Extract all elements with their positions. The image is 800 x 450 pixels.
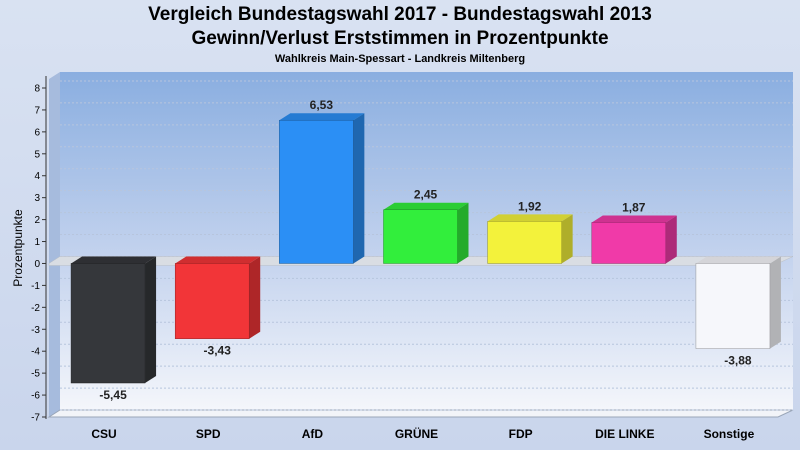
bar-top <box>175 256 261 264</box>
bar-top <box>383 202 469 210</box>
plot-floor <box>47 409 794 418</box>
bar-front <box>695 263 771 349</box>
y-tick-label: 5 <box>34 149 40 160</box>
bar-top <box>487 214 573 222</box>
bar-spd <box>174 256 261 339</box>
bar-side <box>353 113 365 264</box>
bar-top <box>279 113 365 121</box>
bar-value-label: -5,45 <box>99 388 127 402</box>
x-tick-label: GRÜNE <box>395 426 438 441</box>
bar-value-label: -3,43 <box>204 344 232 358</box>
bar-value-label: 1,92 <box>518 199 542 213</box>
bar-afd <box>279 113 365 264</box>
y-tick-label: -4 <box>31 347 40 358</box>
y-tick-label: 0 <box>34 259 40 270</box>
bar-side <box>145 256 157 384</box>
y-axis-title: Prozentpunkte <box>11 209 25 287</box>
bar-front <box>174 263 250 339</box>
x-tick-label: CSU <box>91 427 116 441</box>
bar-value-label: 1,87 <box>622 200 646 214</box>
chart-title: Vergleich Bundestagswahl 2017 - Bundesta… <box>148 4 652 25</box>
bar-front <box>591 222 667 264</box>
x-tick-label: Sonstige <box>704 427 755 441</box>
y-tick-label: 4 <box>34 171 40 182</box>
y-tick-label: 6 <box>34 127 40 138</box>
y-tick-label: 7 <box>34 105 40 116</box>
y-tick-label: 1 <box>34 237 40 248</box>
chart-region-subtitle: Wahlkreis Main-Spessart - Landkreis Milt… <box>274 53 526 65</box>
bar-front <box>383 209 458 264</box>
y-tick-label: -7 <box>31 413 40 424</box>
y-tick-label: -6 <box>31 391 40 402</box>
y-tick-label: -1 <box>31 281 40 292</box>
bar-value-label: 6,53 <box>310 98 334 112</box>
bar-top <box>695 256 781 264</box>
bar-die-linke <box>591 215 677 264</box>
y-tick-label: 8 <box>34 84 40 95</box>
bar-top <box>591 215 677 223</box>
plot-side-wall <box>49 72 60 417</box>
x-tick-label: FDP <box>509 427 533 441</box>
x-tick-label: AfD <box>302 427 324 441</box>
bar-csu <box>70 256 157 384</box>
x-tick-label: SPD <box>196 427 221 441</box>
bar-front <box>279 119 354 264</box>
y-tick-label: -5 <box>31 369 40 380</box>
bar-fdp <box>487 214 573 264</box>
bar-side <box>665 215 677 264</box>
bar-front <box>487 221 562 264</box>
y-tick-label: -3 <box>31 325 40 336</box>
y-tick-label: 3 <box>34 193 40 204</box>
bar-value-label: 2,45 <box>414 188 438 202</box>
bar-side <box>249 256 261 339</box>
bar-side <box>457 202 469 264</box>
bar-value-label: -3,88 <box>724 354 752 368</box>
x-tick-label: DIE LINKE <box>595 427 654 441</box>
bar-side <box>769 256 781 349</box>
chart-subtitle: Gewinn/Verlust Erststimmen in Prozentpun… <box>191 28 609 49</box>
y-tick-label: 2 <box>34 215 40 226</box>
y-tick-label: -2 <box>31 303 40 314</box>
bar-side <box>561 214 573 264</box>
bar-sonstige <box>695 256 781 349</box>
bar-front <box>70 263 146 384</box>
bar-gr-ne <box>383 202 469 264</box>
bar-top <box>71 256 157 264</box>
